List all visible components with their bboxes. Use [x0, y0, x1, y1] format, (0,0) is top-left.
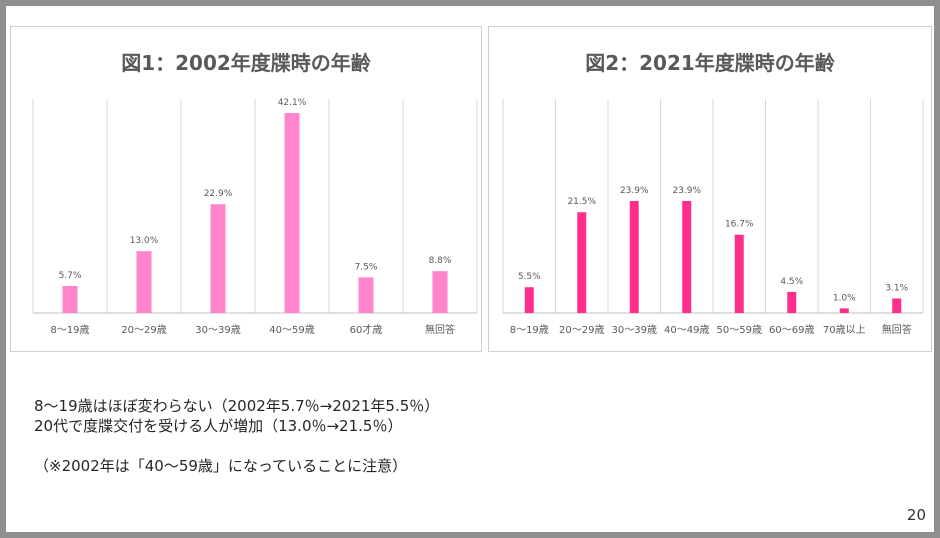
category-label: 無回答: [425, 323, 455, 336]
data-label: 16.7%: [725, 220, 754, 230]
page-number: 20: [906, 506, 926, 524]
category-label: 40～49歳: [664, 324, 709, 336]
data-label: 7.5%: [355, 262, 378, 272]
bar: [629, 201, 639, 313]
category-label: 20～29歳: [559, 324, 604, 336]
category-label: 60才歳: [350, 323, 383, 336]
category-label: 8～19歳: [510, 324, 549, 336]
data-label: 5.7%: [59, 271, 82, 281]
bar: [284, 113, 300, 313]
chart-title-2002: 図1：2002年度牒時の年齢: [121, 51, 371, 75]
bar-chart-2021: 5.5% 8～19歳 21.5% 20～29歳 23.9% 30～39歳 23.9% 40～4…: [502, 99, 924, 336]
chart-panel-2021: 図2：2021年度牒時の年齢 5.5% 8～19歳 21.5% 20～29歳 23.9%…: [488, 26, 932, 352]
category-label: 70歳以上: [823, 324, 866, 336]
category-label: 30～39歳: [195, 324, 240, 336]
bar: [524, 287, 534, 313]
bar: [839, 308, 849, 313]
note-line-1: 8～19歳はほぼ変わらない（2002年5.7％→2021年5.5％）: [34, 397, 440, 415]
category-label: 30～39歳: [612, 324, 657, 336]
bar: [210, 204, 226, 313]
bar: [787, 291, 797, 313]
data-label: 13.0%: [130, 236, 159, 246]
bar: [577, 212, 587, 313]
category-label: 60～69歳: [769, 324, 814, 336]
note-line-2: 20代で度牒交付を受ける人が増加（13.0％→21.5％）: [34, 417, 403, 435]
data-label: 22.9%: [204, 189, 233, 199]
data-label: 5.5%: [518, 272, 541, 282]
category-label: 8～19歳: [50, 324, 89, 336]
data-label: 21.5%: [567, 197, 596, 207]
bar: [136, 251, 152, 313]
bar-chart-2002: 5.7% 8～19歳 13.0% 20～29歳 22.9% 30～39歳 42.1% 40～5…: [32, 98, 478, 336]
bar: [682, 201, 692, 313]
category-label: 無回答: [882, 323, 912, 336]
chart-title-2021: 図2：2021年度牒時の年齢: [585, 51, 835, 75]
data-label: 1.0%: [833, 293, 856, 303]
category-label: 20～29歳: [121, 324, 166, 336]
data-label: 3.1%: [885, 283, 908, 293]
data-label: 23.9%: [620, 186, 649, 196]
bar: [734, 234, 744, 313]
slide: 図1：2002年度牒時の年齢 5.7% 8～19歳 13.0% 20～29歳 22.9%…: [6, 6, 934, 532]
chart-panel-2002: 図1：2002年度牒時の年齢 5.7% 8～19歳 13.0% 20～29歳 22.9%…: [10, 26, 482, 352]
category-label: 50～59歳: [717, 324, 762, 336]
notes: 8～19歳はほぼ変わらない（2002年5.7％→2021年5.5％） 20代で度…: [34, 396, 439, 476]
note-line-3: （※2002年は「40～59歳」になっていることに注意）: [34, 457, 408, 475]
data-label: 42.1%: [278, 98, 307, 108]
bar: [892, 298, 902, 313]
bar: [358, 277, 374, 313]
data-label: 8.8%: [429, 256, 452, 266]
bar: [432, 271, 448, 313]
category-label: 40～59歳: [269, 324, 314, 336]
data-label: 23.9%: [672, 186, 701, 196]
bar: [62, 285, 78, 313]
data-label: 4.5%: [780, 277, 803, 287]
